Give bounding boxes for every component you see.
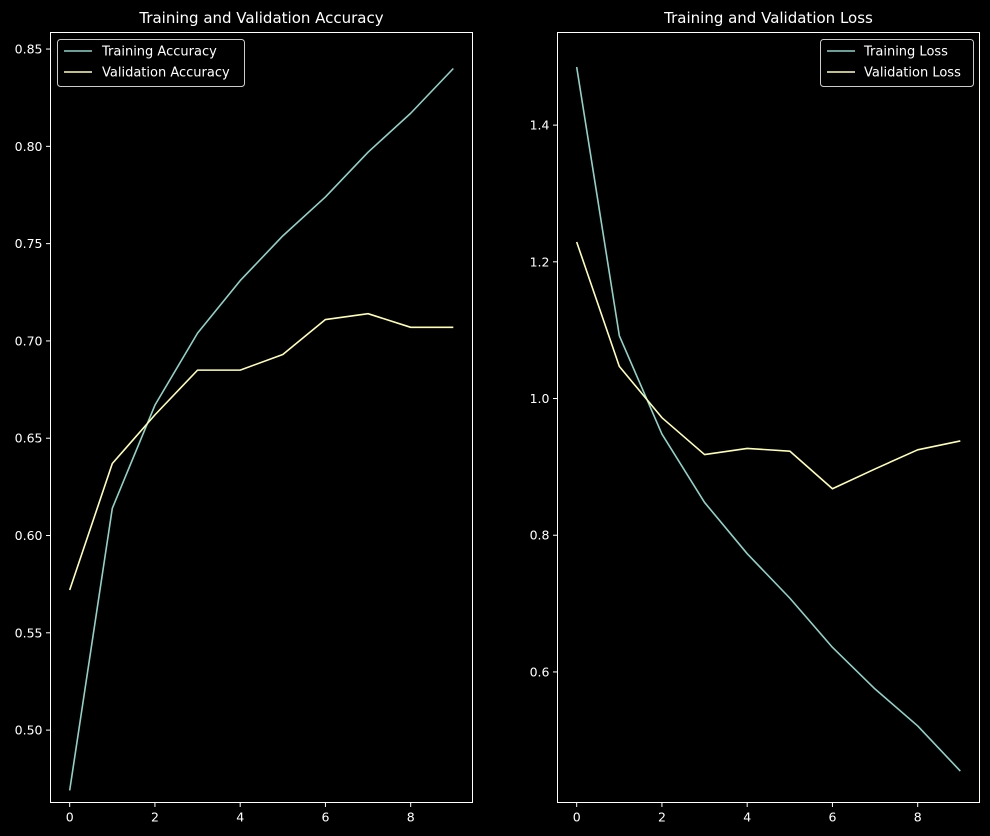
loss-legend-frame — [820, 39, 974, 87]
loss-series — [575, 66, 961, 772]
series-line-validation-loss — [575, 241, 961, 490]
series-line-training-loss — [575, 66, 961, 772]
legend-label-training-loss: Training Loss — [863, 45, 948, 60]
accuracy-plot-area — [50, 32, 473, 803]
accuracy-xtick-label: 2 — [151, 810, 159, 825]
accuracy-ytick-label: 0.50 — [15, 723, 43, 738]
loss-xtick-label: 6 — [828, 810, 836, 825]
legend-label-training-accuracy: Training Accuracy — [101, 45, 217, 60]
accuracy-legend-frame — [57, 39, 245, 87]
legend-label-validation-loss: Validation Loss — [864, 66, 961, 81]
loss-plot-area — [557, 32, 980, 803]
loss-axis-ticks: 0 2 4 6 8 0.6 0.8 1.0 1.2 1.4 — [530, 118, 922, 825]
loss-xtick-label: 0 — [573, 810, 581, 825]
accuracy-legend: Training Accuracy Validation Accuracy — [57, 39, 245, 87]
accuracy-series — [68, 67, 454, 791]
loss-legend: Training Loss Validation Loss — [820, 39, 974, 87]
accuracy-ytick-label: 0.75 — [15, 236, 43, 251]
legend-label-validation-accuracy: Validation Accuracy — [102, 66, 230, 81]
accuracy-xtick-label: 0 — [66, 810, 74, 825]
accuracy-xtick-label: 8 — [407, 810, 415, 825]
loss-ytick-label: 0.6 — [530, 664, 550, 679]
accuracy-xtick-label: 4 — [236, 810, 244, 825]
accuracy-ytick-label: 0.60 — [15, 528, 43, 543]
loss-ytick-label: 1.2 — [530, 254, 550, 269]
accuracy-chart: Training and Validation Accuracy 0 2 4 6 8 0.… — [15, 9, 473, 825]
loss-chart: Training and Validation Loss 0 2 4 6 8 0.6 0.8… — [530, 9, 980, 825]
accuracy-ytick-label: 0.85 — [15, 42, 43, 57]
accuracy-xtick-label: 6 — [321, 810, 329, 825]
loss-xtick-label: 4 — [743, 810, 751, 825]
loss-ytick-label: 1.0 — [530, 391, 550, 406]
loss-chart-title: Training and Validation Loss — [663, 9, 873, 27]
series-line-validation-accuracy — [68, 312, 454, 591]
loss-ytick-label: 0.8 — [530, 528, 550, 543]
accuracy-ytick-label: 0.70 — [15, 333, 43, 348]
accuracy-ytick-label: 0.80 — [15, 139, 43, 154]
accuracy-ytick-label: 0.65 — [15, 431, 43, 446]
series-line-training-accuracy — [68, 67, 454, 791]
accuracy-axis-ticks: 0 2 4 6 8 0.50 0.55 0.60 0.65 0.70 0.75 0.80 0.85 — [15, 42, 415, 825]
loss-ytick-label: 1.4 — [530, 118, 550, 133]
loss-xtick-label: 2 — [658, 810, 666, 825]
accuracy-chart-title: Training and Validation Accuracy — [138, 9, 383, 27]
accuracy-ytick-label: 0.55 — [15, 625, 43, 640]
loss-xtick-label: 8 — [914, 810, 922, 825]
